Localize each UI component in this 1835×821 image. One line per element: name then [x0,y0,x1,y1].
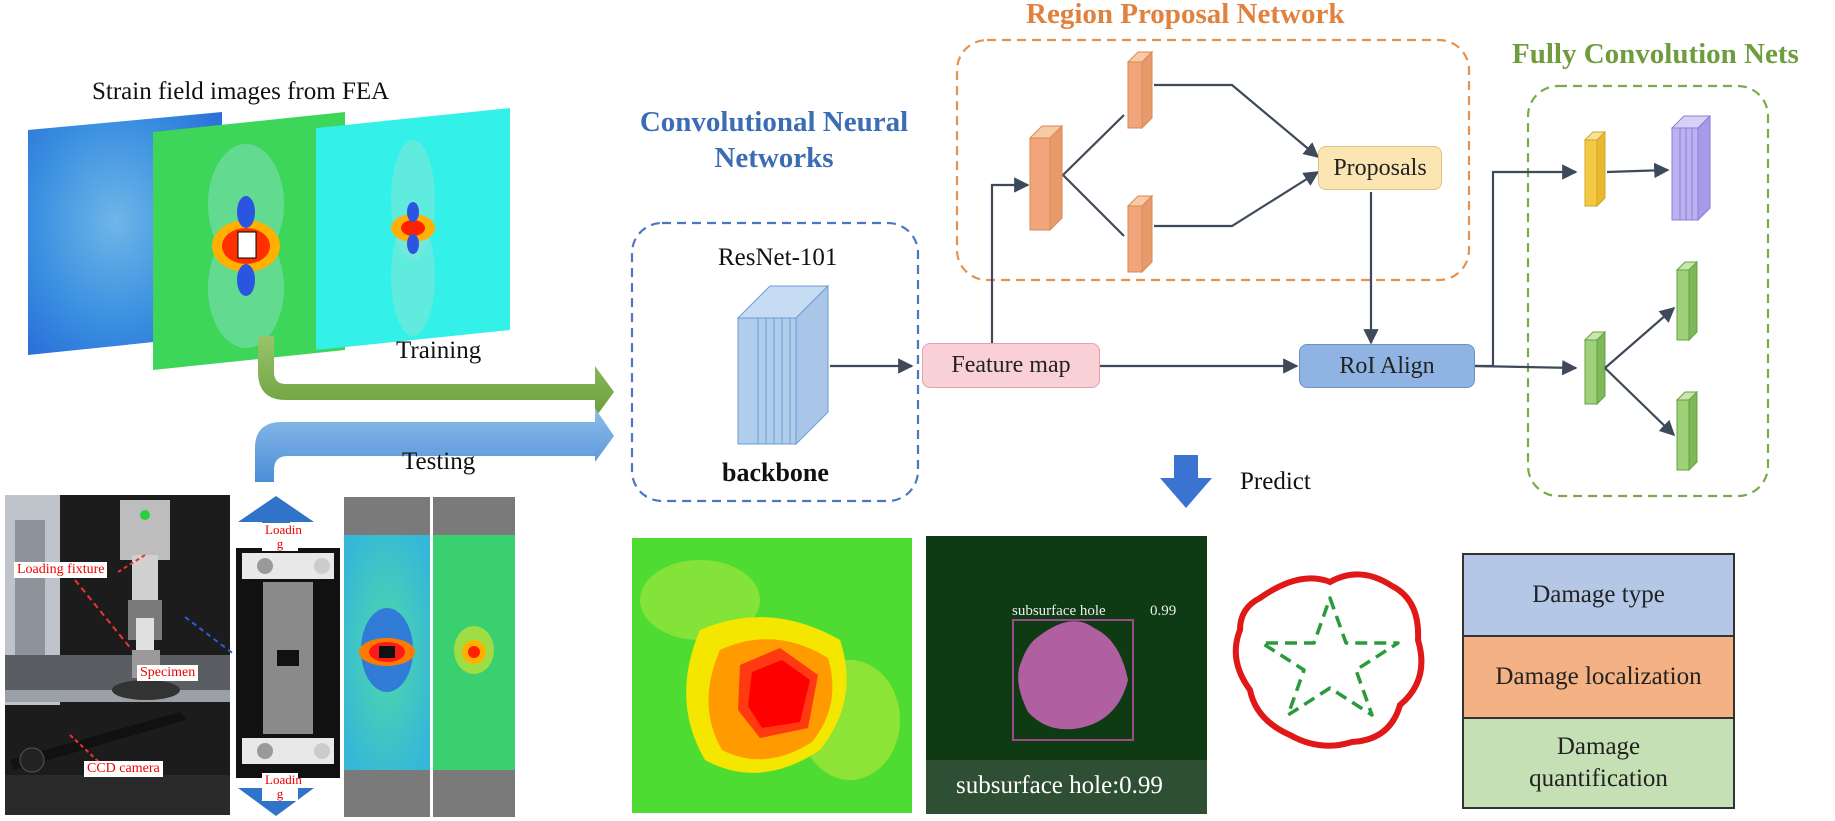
rpn-title: Region Proposal Network [1026,0,1345,30]
backbone-label: backbone [722,458,829,487]
detection-caption: subsurface hole:0.99 [956,772,1163,799]
bbox-score-label: 0.99 [1150,603,1177,619]
ccd-camera-label: CCD camera [84,761,163,777]
resnet-label: ResNet-101 [718,244,838,271]
heatmap-image [632,538,912,813]
training-arrow [258,336,614,418]
rpn-frame [955,38,1471,282]
rpn-layers [1028,50,1154,274]
roi-align-node: RoI Align [1299,344,1475,388]
predict-label: Predict [1240,468,1311,495]
connectors [830,83,1676,437]
fcn-layers [1583,114,1712,472]
legend-damage-quantification: Damage quantification [1462,717,1735,809]
feature-map-node: Feature map [922,343,1100,388]
legend-damage-type: Damage type [1462,553,1735,637]
specimen-label: Specimen [137,665,199,681]
proposals-node: Proposals [1318,146,1442,190]
bbox-class-label: subsurface hole [1012,603,1106,619]
legend-damage-localization: Damage localization [1462,635,1735,719]
specimen-image [236,496,340,816]
testing-label: Testing [402,448,476,475]
test-setup-photo [5,495,236,815]
loading-bottom-label: Loadin g [262,773,302,801]
fcn-frame [1526,84,1770,498]
dic-images [344,497,515,817]
fcn-title: Fully Convolution Nets [1512,38,1799,70]
cnn-frame [630,221,920,503]
fea-title: Strain field images from FEA [92,78,390,105]
loading-top-label: Loadin g [262,523,302,551]
training-label: Training [396,337,482,364]
predict-arrow [1160,455,1212,508]
loading-fixture-label: Loading fixture [14,562,108,578]
contour-comparison [1232,571,1425,749]
detection-image [926,536,1207,814]
fea-images [28,108,510,370]
cnn-title: Convolutional Neural Networks [639,106,909,174]
resnet-stack [736,284,830,446]
